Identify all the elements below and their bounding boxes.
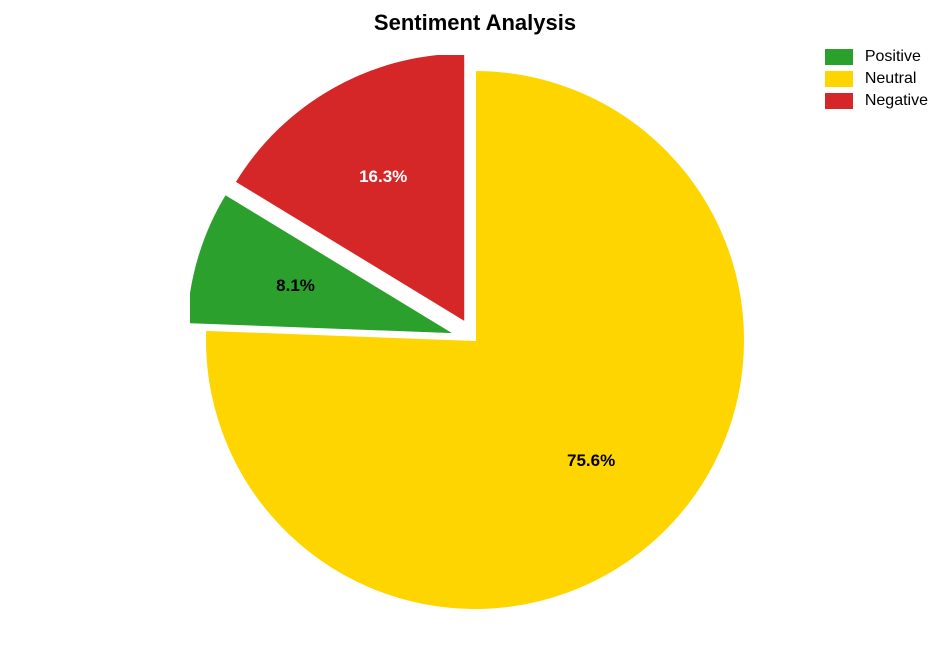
legend-label: Neutral	[865, 70, 917, 88]
legend-item: Neutral	[825, 70, 928, 88]
legend-label: Negative	[865, 92, 928, 110]
chart-title: Sentiment Analysis	[374, 10, 576, 36]
pie-chart: 16.3%8.1%75.6%	[190, 55, 760, 625]
legend: Positive Neutral Negative	[825, 48, 928, 114]
legend-item: Positive	[825, 48, 928, 66]
legend-swatch-positive	[825, 49, 853, 65]
legend-swatch-negative	[825, 93, 853, 109]
legend-label: Positive	[865, 48, 921, 66]
legend-swatch-neutral	[825, 71, 853, 87]
legend-item: Negative	[825, 92, 928, 110]
